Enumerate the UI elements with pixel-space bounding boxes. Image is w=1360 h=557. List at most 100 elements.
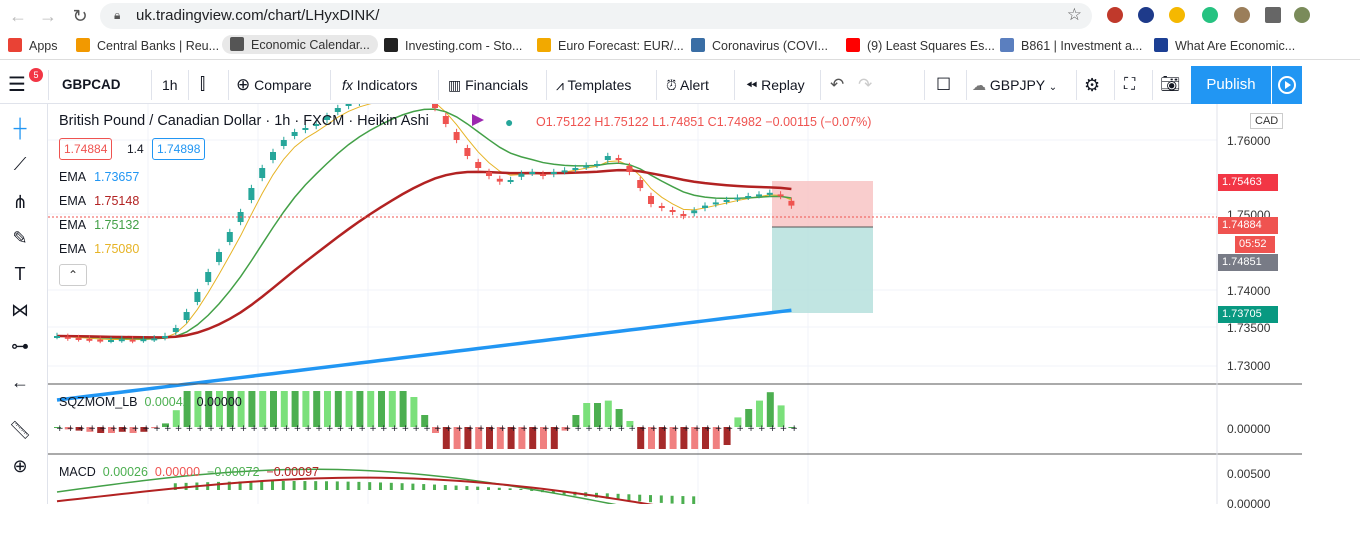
bookmark-apps[interactable]: Apps <box>8 38 58 53</box>
menu-hamburger-icon[interactable]: ☰ <box>8 74 26 96</box>
candle-body <box>734 197 741 200</box>
chart-legend-title[interactable]: British Pound / Canadian Dollar · 1h · F… <box>59 113 429 129</box>
macd-bar <box>346 481 350 490</box>
fullscreen-icon[interactable]: ⛶ <box>1124 76 1136 93</box>
currency-label[interactable]: CAD <box>1250 113 1284 129</box>
ema-legend-2[interactable]: EMA 1.75148 <box>59 194 140 208</box>
candle-body <box>140 339 147 342</box>
sqz-bar <box>464 427 472 449</box>
layout-cloud-selector[interactable]: ☁︎ GBPJPY ⌄ <box>972 77 1058 93</box>
extension-five-icon[interactable] <box>1234 7 1250 23</box>
camera-icon[interactable]: 📷︎ <box>1160 76 1181 93</box>
sqz-bar <box>626 421 634 427</box>
candle-body <box>475 162 482 168</box>
symbol-search[interactable]: GBPCAD <box>62 77 121 92</box>
profile-avatar[interactable] <box>1294 7 1310 23</box>
sqz-dot: + <box>186 424 194 434</box>
financials-button[interactable]: ▥ Financials <box>448 77 529 93</box>
chart-type-candles-icon[interactable]: ⫿ <box>200 76 206 93</box>
bookmark-least-squares[interactable]: (9) Least Squares Es... <box>846 38 995 53</box>
candle-body <box>162 336 168 338</box>
price-tag-low: 1.74851 <box>1218 254 1278 271</box>
undo-icon[interactable]: ↶ <box>830 75 845 94</box>
prediction-tool-icon[interactable]: ⊶ <box>11 336 29 356</box>
redo-icon[interactable]: ↷ <box>858 75 873 94</box>
candle-body <box>540 174 546 176</box>
macd-bar <box>411 483 415 490</box>
candle-body <box>604 156 611 160</box>
sqz-bar <box>561 427 569 431</box>
countdown-timer: 05:52 <box>1235 236 1275 253</box>
back-arrow-icon[interactable]: ← <box>9 6 27 26</box>
alert-button[interactable]: ⏰︎ Alert <box>666 77 709 93</box>
candle-body <box>345 104 352 106</box>
fib-tool-icon[interactable]: ⋔ <box>12 192 28 212</box>
brush-icon[interactable]: ✎ <box>12 228 28 248</box>
play-stream-button[interactable] <box>1272 66 1302 104</box>
bid-price-box[interactable]: 1.74884 <box>59 138 113 160</box>
sqz-bar <box>64 427 72 430</box>
extension-k-icon[interactable] <box>1107 7 1123 23</box>
sqz-bar <box>54 427 61 428</box>
bookmark-b861[interactable]: B861 | Investment a... <box>1000 38 1142 53</box>
text-tool-icon[interactable]: T <box>14 264 26 284</box>
macd-bar <box>433 484 436 490</box>
forward-arrow-icon[interactable]: → <box>39 6 57 26</box>
layout-square-icon[interactable]: ☐ <box>936 75 952 94</box>
address-bar[interactable]: 🔒︎ uk.tradingview.com/chart/LHyxDINK/ ☆ <box>100 3 1092 29</box>
candle-body <box>464 148 471 156</box>
price-tag-current: 1.74884 <box>1218 217 1278 234</box>
interval-selector[interactable]: 1h <box>162 77 178 93</box>
extension-three-icon[interactable] <box>1169 7 1185 23</box>
macd-bar <box>692 496 696 504</box>
ema-legend-3[interactable]: EMA 1.75132 <box>59 218 140 232</box>
bookmark-euro-forecast[interactable]: Euro Forecast: EUR/... <box>537 38 684 53</box>
macd-bar <box>551 490 555 494</box>
bookmark-investing[interactable]: Investing.com - Sto... <box>384 38 522 53</box>
sqz-bar <box>583 403 591 427</box>
chart-canvas[interactable]: + + + + + + + + + + + + + + + + + + + + + + + + + + + + + + + + + + + + + + + +… <box>48 104 1302 504</box>
sqz-dot: + <box>564 424 572 434</box>
extensions-puzzle-icon[interactable] <box>1265 7 1281 23</box>
bookmark-favicon <box>1154 38 1168 52</box>
ema-legend-1[interactable]: EMA 1.73657 <box>59 170 140 184</box>
sqz-bar <box>216 391 223 427</box>
trend-line-icon[interactable]: ⟋ <box>13 154 27 174</box>
bookmark-economic-calendar[interactable]: Economic Calendar... <box>222 35 378 54</box>
back-arrow-tool-icon[interactable]: ← <box>11 372 29 392</box>
sqz-dot: + <box>510 424 518 434</box>
reload-icon[interactable]: ↻ <box>72 6 88 26</box>
pattern-tool-icon[interactable]: ⋈ <box>11 300 29 320</box>
zoom-in-icon[interactable]: ⊕ <box>12 456 28 476</box>
macd-legend[interactable]: MACD 0.00026 0.00000 −0.00072 −0.00097 <box>59 465 319 479</box>
publish-button[interactable]: Publish <box>1191 66 1271 104</box>
macd-bar <box>422 484 426 490</box>
bookmark-star-icon[interactable]: ☆ <box>1066 5 1082 24</box>
sqz-dot: + <box>780 424 788 434</box>
crosshair-icon[interactable]: ┼ <box>13 118 27 138</box>
sqz-dot: + <box>639 424 647 434</box>
collapse-legend-chevron-up-icon[interactable]: ⌃ <box>59 264 87 286</box>
ema-legend-4[interactable]: EMA 1.75080 <box>59 242 140 256</box>
bookmark-economic[interactable]: What Are Economic... <box>1154 38 1295 53</box>
bookmark-central-banks[interactable]: Central Banks | Reu... <box>76 38 219 53</box>
ruler-icon[interactable]: 📏︎ <box>8 420 32 440</box>
sqz-bar <box>226 391 234 427</box>
settings-gear-icon[interactable]: ⚙︎ <box>1084 75 1101 95</box>
ask-price-box[interactable]: 1.74898 <box>152 138 206 160</box>
candle-body <box>108 340 114 342</box>
extension-four-icon[interactable] <box>1202 7 1218 23</box>
compare-button[interactable]: ⊕ Compare <box>236 75 312 94</box>
extension-two-icon[interactable] <box>1138 7 1154 23</box>
bookmark-coronavirus[interactable]: Coronavirus (COVI... <box>691 38 828 53</box>
macd-bar <box>260 481 264 490</box>
candle-body <box>669 210 676 212</box>
indicators-button[interactable]: fx Indicators <box>342 77 418 93</box>
macd-bar <box>227 481 231 490</box>
templates-button[interactable]: ⩘ Templates <box>556 77 632 93</box>
browser-top-bar: ← → ↻ 🔒︎ uk.tradingview.com/chart/LHyxDI… <box>0 0 1360 32</box>
replay-button[interactable]: ⏪︎ Replay <box>746 77 805 93</box>
sqzmom-legend[interactable]: SQZMOM_LB 0.00042 0.00000 <box>59 395 242 409</box>
sqz-dot: + <box>142 424 150 434</box>
sqz-dot: + <box>682 424 690 434</box>
